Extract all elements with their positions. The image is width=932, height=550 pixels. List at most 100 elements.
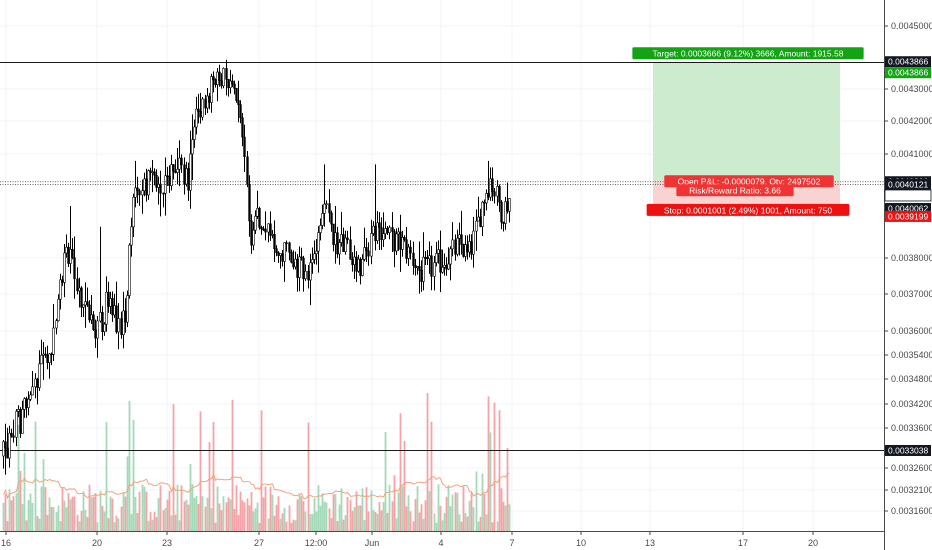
candle-body — [94, 329, 97, 339]
volume-bar — [159, 485, 162, 531]
volume-bar — [231, 399, 234, 531]
candle-body — [491, 178, 494, 193]
volume-bar — [208, 442, 211, 531]
horizontal-lines[interactable] — [0, 62, 884, 451]
candle-body — [311, 259, 314, 264]
volume-bar — [374, 511, 377, 531]
volume-bar — [304, 511, 307, 531]
candle-body — [401, 237, 404, 250]
volume-bar — [111, 498, 114, 531]
volume-bar — [189, 463, 192, 531]
candle-body — [115, 305, 118, 333]
volume-bar — [84, 509, 87, 531]
volume-bar — [40, 486, 43, 531]
volume-bar — [10, 500, 13, 531]
volume-bar — [256, 502, 259, 531]
volume-bar — [489, 432, 492, 531]
candle-body — [424, 256, 427, 259]
target-zone[interactable] — [653, 61, 840, 182]
candle-body — [59, 279, 62, 300]
volume-bar — [199, 411, 202, 531]
volume-bars — [2, 393, 511, 531]
candle-body — [420, 270, 423, 282]
price-axis[interactable] — [885, 0, 932, 550]
volume-bar — [38, 518, 41, 531]
volume-bar — [388, 485, 391, 531]
candle-body — [34, 378, 37, 388]
candle-body — [416, 266, 419, 268]
candle-body — [277, 252, 280, 256]
volume-bar — [178, 520, 181, 531]
volume-bar — [477, 521, 480, 531]
candle-body — [162, 192, 165, 195]
candle-body — [483, 201, 486, 204]
candle-body — [267, 223, 270, 233]
volume-bar — [349, 499, 352, 531]
volume-bar — [498, 410, 501, 531]
price-tag: 0.0040121 — [888, 179, 928, 189]
volume-bar — [191, 484, 194, 531]
volume-bar — [162, 510, 165, 531]
volume-bar — [254, 508, 257, 531]
candle-body — [237, 100, 240, 105]
volume-bar — [445, 496, 448, 531]
candle-body — [21, 409, 24, 434]
candle-body — [130, 226, 133, 246]
candle-body — [393, 231, 396, 252]
candle-body — [441, 266, 444, 273]
volume-bar — [204, 506, 207, 531]
candle-body — [380, 227, 383, 240]
volume-bar — [115, 515, 118, 531]
volume-bar — [145, 491, 148, 531]
candle-body — [498, 186, 501, 203]
price-tick-label: 0.0041000 — [891, 149, 932, 159]
candle-body — [302, 257, 305, 280]
volume-bar — [437, 484, 440, 531]
candle-body — [433, 262, 436, 277]
volume-bar — [124, 496, 127, 531]
price-tick-label: 0.0033600 — [891, 423, 932, 433]
candle-body — [376, 222, 379, 241]
volume-bar — [298, 493, 301, 531]
candle-body — [178, 157, 181, 170]
candle-body — [285, 242, 288, 244]
time-tick-label: 17 — [738, 538, 748, 548]
candle-body — [222, 68, 225, 87]
candle-body — [90, 314, 93, 321]
volume-bar — [332, 494, 335, 531]
candle-body — [328, 203, 331, 214]
volume-bar — [220, 510, 223, 531]
candle-body — [313, 253, 316, 260]
candle-body — [99, 312, 102, 322]
candle-body — [235, 87, 238, 101]
volume-bar — [164, 507, 167, 531]
volume-bar — [346, 497, 349, 531]
volume-bar — [317, 485, 320, 531]
volume-bar — [55, 512, 58, 531]
volume-bar — [12, 496, 15, 531]
volume-bar — [275, 504, 278, 531]
volume-bar — [170, 515, 173, 531]
candle-body — [296, 258, 299, 278]
volume-bar — [130, 513, 133, 531]
candle-body — [120, 318, 123, 335]
volume-bar — [323, 501, 326, 531]
candle-body — [111, 298, 114, 316]
volume-bar — [439, 505, 442, 531]
volume-bar — [441, 520, 444, 531]
volume-bar — [367, 511, 370, 531]
candle-body — [439, 249, 442, 273]
volume-bar — [214, 522, 217, 531]
candle-body — [109, 298, 112, 307]
candle-body — [76, 278, 79, 292]
long-position-tool[interactable] — [653, 61, 840, 217]
volume-bar — [235, 485, 238, 531]
price-tag-bg — [884, 189, 932, 202]
volume-bar — [401, 486, 404, 531]
candle-body — [370, 233, 373, 257]
candle-body — [382, 233, 385, 240]
price-tick-label: 0.0045000 — [891, 21, 932, 31]
